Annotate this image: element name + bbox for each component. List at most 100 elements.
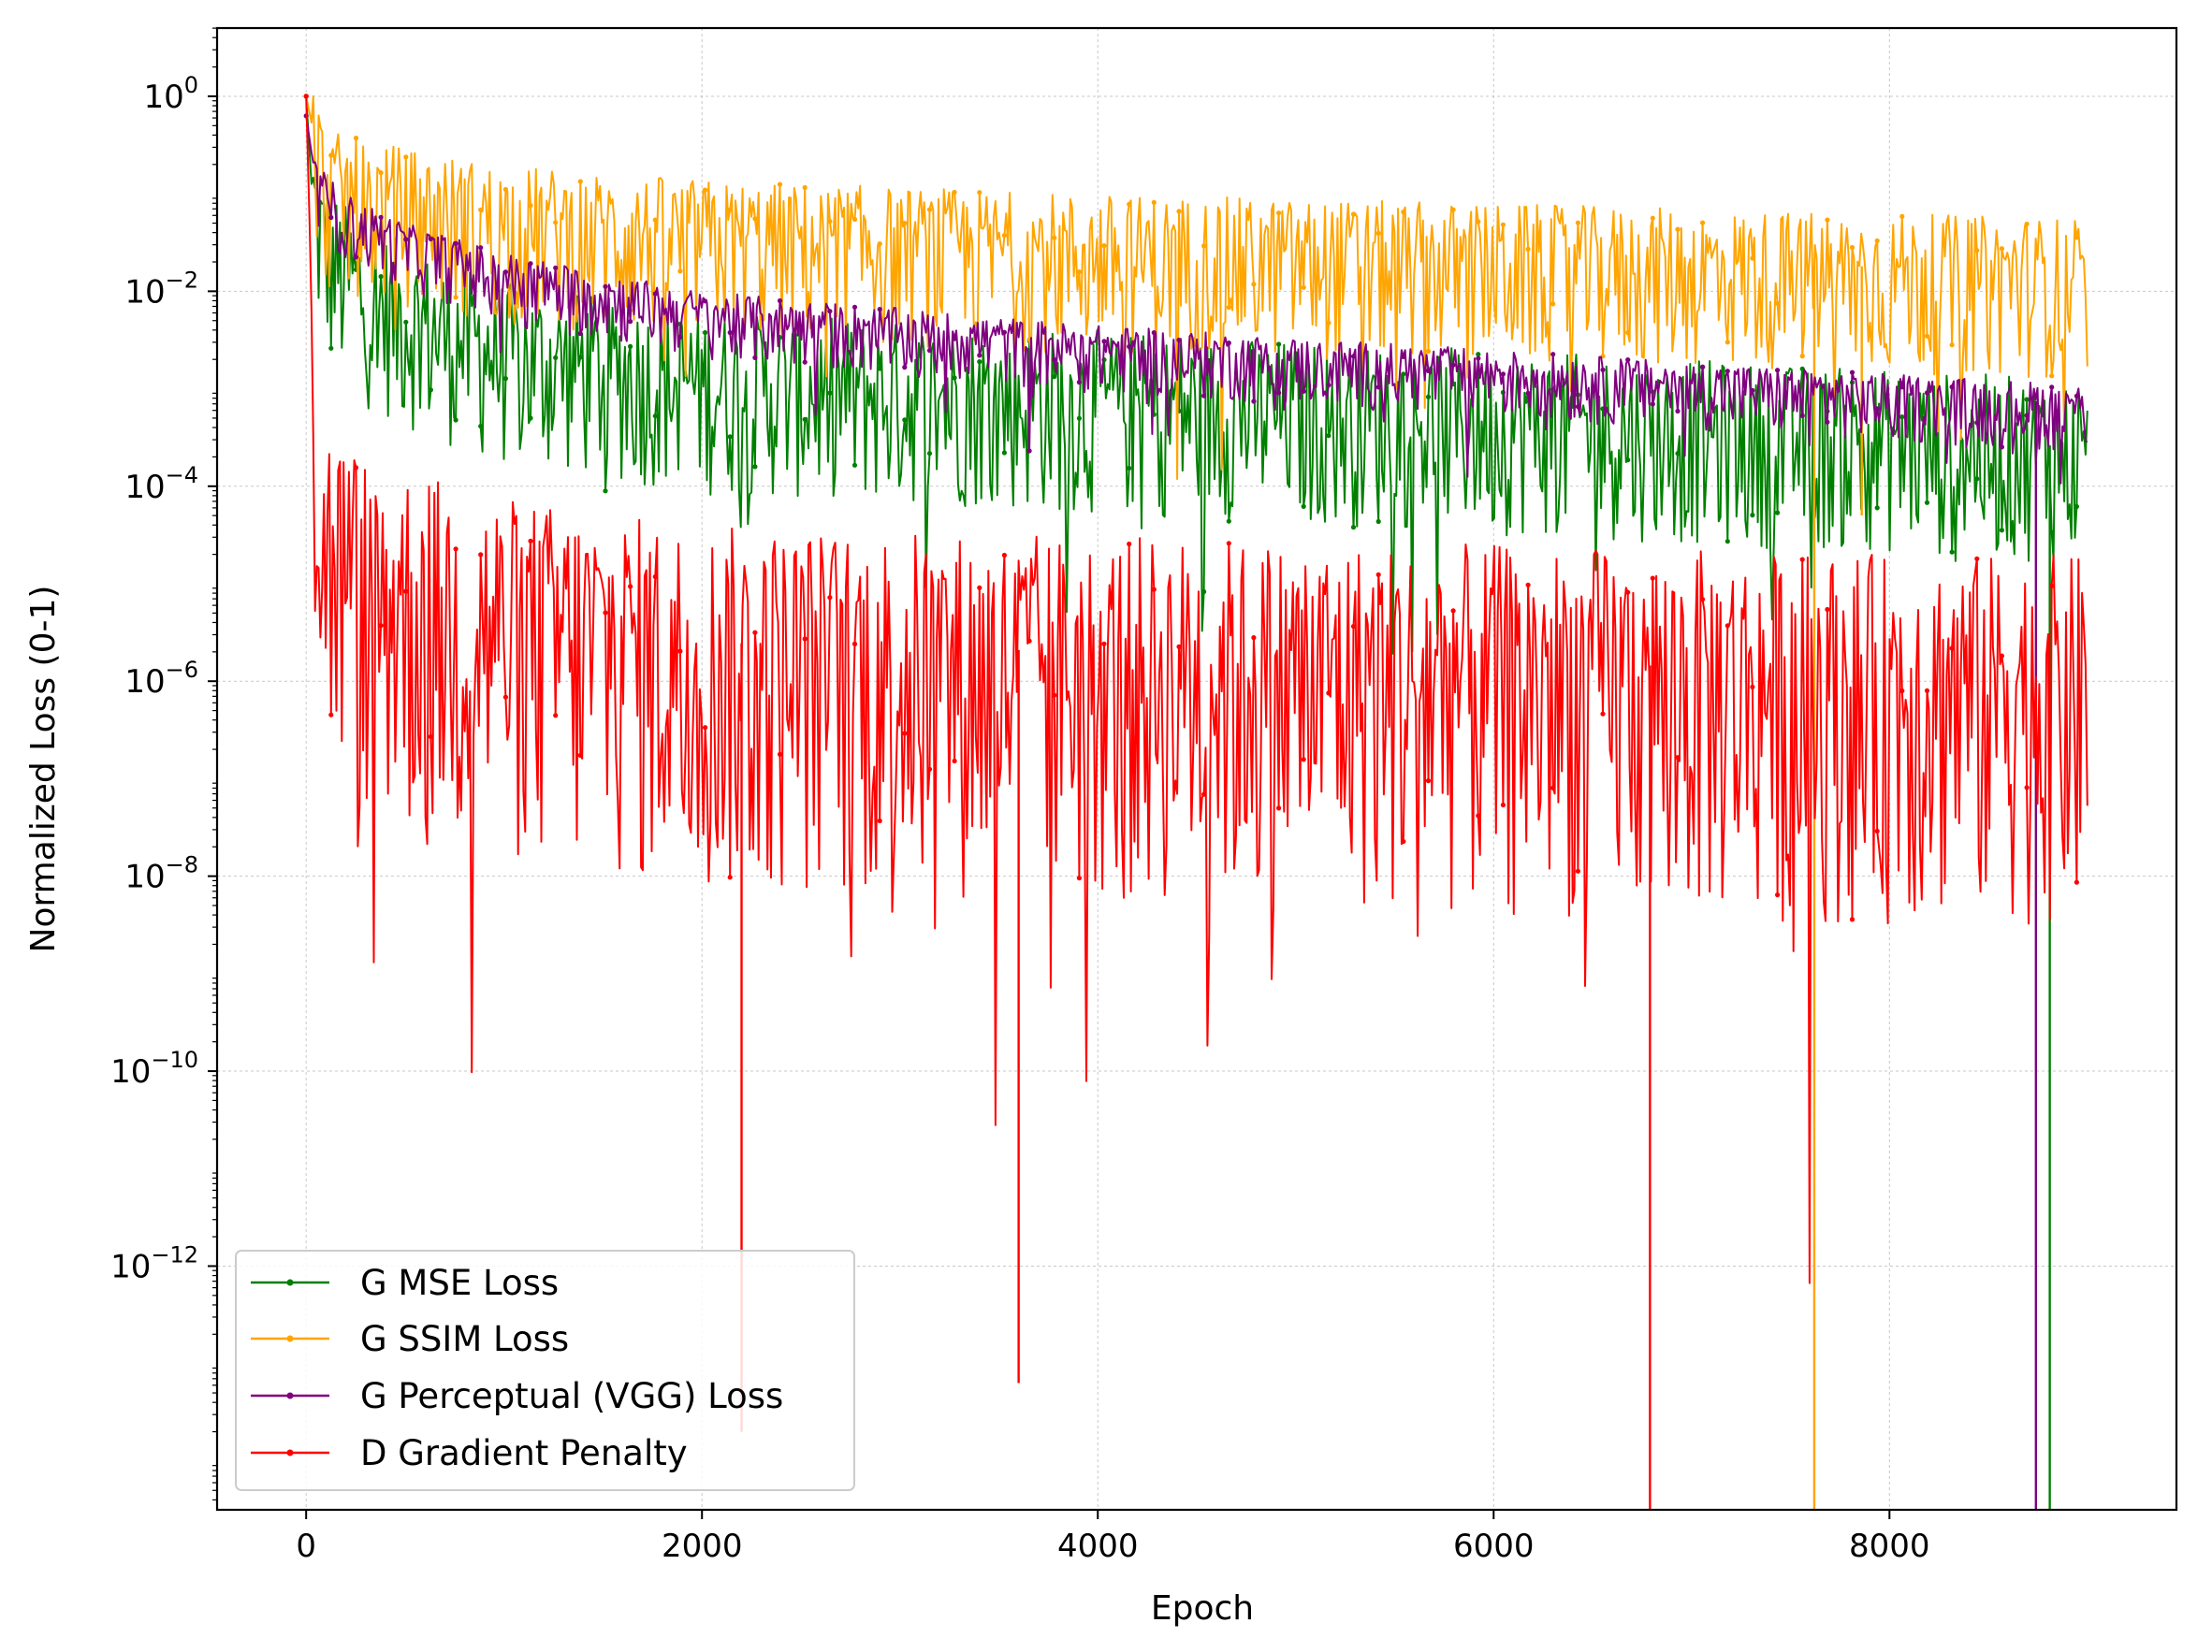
series-marker <box>1176 644 1182 649</box>
series-marker <box>952 375 957 381</box>
series-marker <box>1326 433 1332 439</box>
series-marker <box>1226 305 1231 311</box>
series-marker <box>1176 209 1182 214</box>
series-line <box>305 95 2088 1284</box>
series-marker <box>1600 367 1606 372</box>
series-marker <box>378 170 384 176</box>
x-tick-label: 8000 <box>1849 1528 1930 1565</box>
series-marker <box>1525 246 1531 252</box>
series-marker <box>1775 368 1781 373</box>
series-marker <box>1949 342 1955 348</box>
series-marker <box>851 304 858 310</box>
series-marker <box>428 236 433 242</box>
series-marker <box>1974 420 1980 426</box>
series-marker <box>1401 354 1406 359</box>
series-marker <box>1750 684 1755 690</box>
series-marker <box>1724 369 1730 374</box>
y-tick-label: 10−10 <box>110 1047 198 1091</box>
series-marker <box>703 329 708 336</box>
series-marker <box>1874 505 1880 511</box>
series-marker <box>752 355 758 360</box>
series-marker <box>378 274 384 280</box>
series-marker <box>1825 419 1830 425</box>
series-marker <box>1575 220 1580 225</box>
series-marker <box>727 875 733 880</box>
legend-marker-vgg <box>286 1392 294 1399</box>
series-marker <box>1525 582 1531 587</box>
series-marker <box>1276 390 1282 396</box>
series-marker <box>577 355 583 360</box>
series-marker <box>703 187 708 193</box>
series-marker <box>926 451 933 456</box>
series-marker <box>1375 230 1381 236</box>
series-marker <box>1825 217 1830 223</box>
legend-box <box>235 1250 855 1491</box>
series-marker <box>1874 828 1880 834</box>
series-marker <box>1450 362 1456 368</box>
legend-entry-vgg: G Perceptual (VGG) Loss <box>251 1376 783 1416</box>
y-axis: 100 10−2 10−4 10−6 10−8 10−10 10−12 <box>110 27 217 1500</box>
series-marker <box>1974 556 1980 561</box>
series-marker <box>727 434 733 440</box>
series-marker <box>1675 408 1681 414</box>
series-marker <box>1026 638 1032 644</box>
series-marker <box>1550 352 1556 357</box>
series-marker <box>1151 330 1157 336</box>
series-marker <box>453 240 458 246</box>
legend-entry-mse: G MSE Loss <box>251 1263 559 1303</box>
series-marker <box>553 265 559 270</box>
series-marker <box>1799 557 1805 562</box>
series-marker <box>353 254 359 260</box>
series-marker <box>453 295 458 300</box>
series-marker <box>1101 339 1107 344</box>
series-marker <box>528 261 533 267</box>
series-marker <box>328 152 334 158</box>
series-marker <box>1500 802 1506 808</box>
legend-marker-ssim <box>286 1335 294 1342</box>
series-marker <box>926 207 933 212</box>
series-marker <box>1999 246 2004 252</box>
series-marker <box>1226 341 1231 346</box>
series-marker <box>1201 393 1207 399</box>
series-marker <box>1550 785 1556 790</box>
series-marker <box>1525 390 1531 396</box>
series-marker <box>1625 357 1631 363</box>
series-marker <box>328 712 334 717</box>
series-marker <box>777 751 783 758</box>
series-marker <box>1450 608 1456 614</box>
series-marker <box>1849 244 1855 251</box>
series-marker <box>952 336 957 341</box>
series-marker <box>1650 401 1655 407</box>
series-marker <box>1550 301 1556 307</box>
series-marker <box>478 207 484 212</box>
series-marker <box>677 334 683 340</box>
series-marker <box>1301 284 1306 290</box>
series-marker <box>677 648 683 654</box>
plot-frame <box>215 26 2178 1512</box>
series-marker <box>2049 583 2055 589</box>
y-tick-label: 10−6 <box>124 657 198 701</box>
series-marker <box>1899 213 1905 219</box>
series-marker <box>1476 813 1481 819</box>
series-marker <box>1675 226 1681 232</box>
series-marker <box>827 219 833 225</box>
series-marker <box>827 595 833 601</box>
series-marker <box>1350 525 1357 530</box>
series-marker <box>328 345 334 351</box>
y-axis-label: Normalized Loss (0-1) <box>24 586 63 953</box>
series-marker <box>1874 238 1880 243</box>
series-marker <box>2049 373 2055 379</box>
series-marker <box>677 268 683 274</box>
series-marker <box>652 291 658 297</box>
series-marker <box>1675 451 1681 456</box>
series-marker <box>453 546 458 552</box>
series-marker <box>1775 510 1781 515</box>
series-marker <box>727 207 733 212</box>
series-marker <box>851 641 858 647</box>
series-marker <box>1675 755 1681 761</box>
series-marker <box>528 203 533 209</box>
series-marker <box>1401 838 1406 845</box>
series-marker <box>1052 235 1057 240</box>
series-marker <box>2074 503 2079 510</box>
series-marker <box>652 573 658 580</box>
